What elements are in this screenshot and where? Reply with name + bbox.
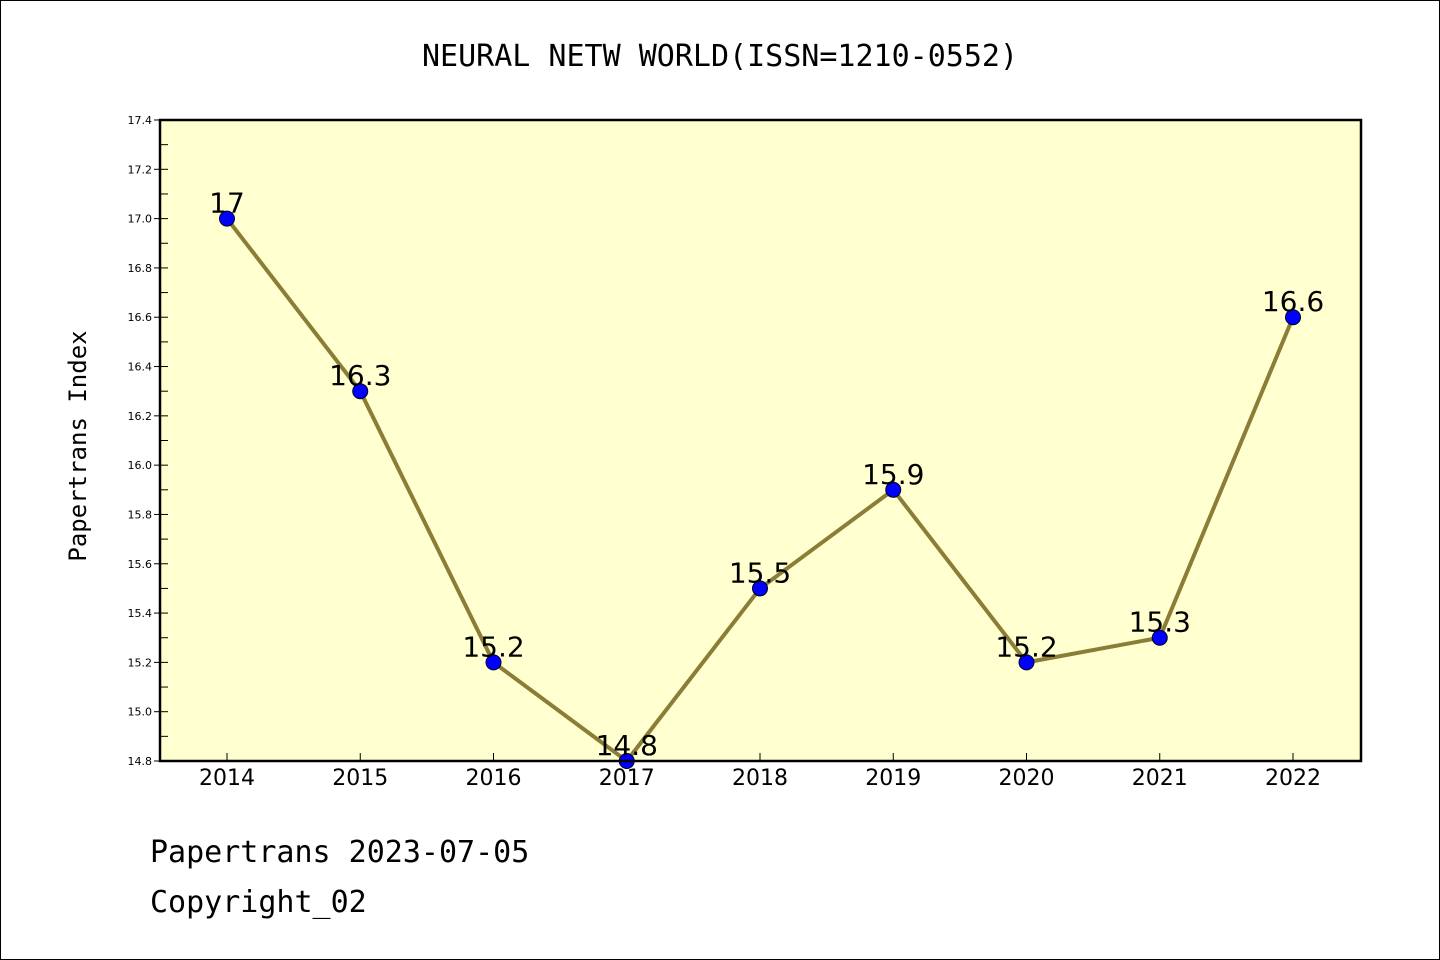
x-axis-ticks: 2014 2015 2016 2017 2018 2019 2020 2021 2022 — [199, 753, 1321, 791]
y-tick-label: 16.6 — [128, 311, 153, 324]
data-label: 15.3 — [1129, 606, 1191, 639]
data-label: 15.5 — [729, 556, 791, 589]
chart-title: NEURAL NETW WORLD(ISSN=1210-0552) — [422, 39, 1018, 74]
data-point — [1151, 629, 1168, 646]
y-tick-label: 17.0 — [128, 213, 153, 226]
x-tick-label: 2015 — [332, 766, 388, 791]
y-tick-label: 15.8 — [128, 508, 153, 521]
x-tick-label: 2014 — [199, 766, 255, 791]
y-axis-label: Papertrans Index — [64, 330, 92, 561]
y-tick-label: 17.2 — [128, 163, 153, 176]
x-tick-label: 2020 — [999, 766, 1055, 791]
x-tick-label: 2021 — [1132, 766, 1188, 791]
data-point — [485, 654, 502, 671]
x-tick-label: 2018 — [732, 766, 788, 791]
footer-date-line: Papertrans 2023-07-05 — [150, 835, 530, 870]
data-point — [752, 580, 768, 597]
x-tick-label: 2019 — [865, 766, 921, 791]
data-label: 17 — [209, 187, 245, 220]
data-label: 15.2 — [462, 630, 524, 663]
plot-area — [160, 120, 1361, 761]
y-tick-label: 16.8 — [128, 262, 153, 275]
data-point — [219, 210, 235, 227]
data-point — [352, 383, 369, 400]
y-tick-label: 15.4 — [128, 607, 153, 620]
data-label: 16.3 — [329, 359, 391, 392]
y-tick-label: 14.8 — [128, 755, 153, 768]
y-tick-label: 15.6 — [128, 558, 153, 571]
data-point — [1018, 654, 1035, 671]
x-tick-label: 2022 — [1265, 766, 1321, 791]
data-label: 15.9 — [862, 458, 924, 491]
y-axis-ticks: 14.8 15.0 15.2 15.4 15.6 15.8 16.0 16.2 16.4 16.6… — [128, 114, 168, 768]
data-label: 15.2 — [995, 630, 1057, 663]
data-label: 14.8 — [596, 729, 658, 762]
y-tick-label: 16.2 — [128, 410, 153, 423]
plot-border — [158, 118, 1363, 763]
data-point — [1285, 309, 1301, 326]
y-tick-label: 16.0 — [128, 459, 153, 472]
y-tick-label: 15.2 — [128, 656, 153, 669]
data-labels: 17 16.3 15.2 14.8 15.5 15.9 15.2 15.3 16.6 — [209, 187, 1324, 762]
x-tick-label: 2017 — [599, 766, 655, 791]
x-tick-label: 2016 — [466, 766, 522, 791]
y-tick-label: 15.0 — [128, 706, 153, 719]
footer-copyright-line: Copyright_02 — [150, 885, 367, 920]
data-point — [885, 481, 902, 498]
data-label: 16.6 — [1262, 285, 1324, 318]
y-tick-label: 17.4 — [128, 114, 153, 127]
y-tick-label: 16.4 — [128, 361, 153, 374]
series-markers — [219, 210, 1301, 769]
